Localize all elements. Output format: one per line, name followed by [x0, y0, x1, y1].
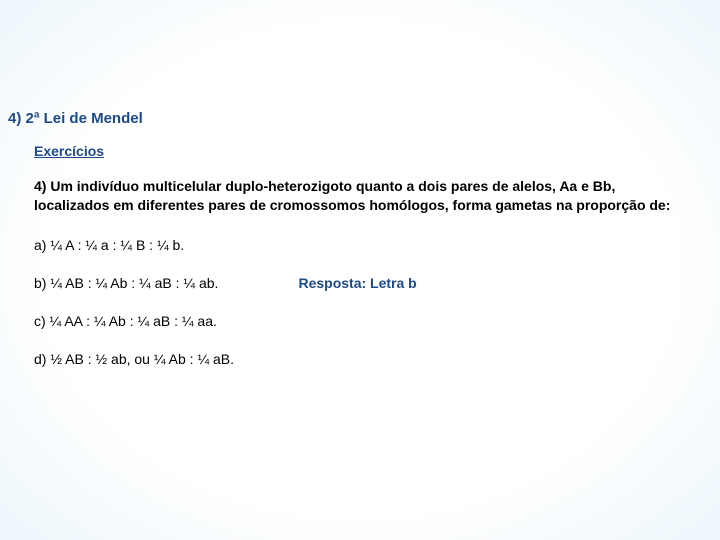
- option-a: a) ¼ A : ¼ a : ¼ B : ¼ b.: [34, 237, 184, 253]
- option-c: c) ¼ AA : ¼ Ab : ¼ aB : ¼ aa.: [34, 313, 217, 329]
- option-b: b) ¼ AB : ¼ Ab : ¼ aB : ¼ ab.: [34, 275, 218, 291]
- option-row: d) ½ AB : ½ ab, ou ¼ Ab : ¼ aB.: [34, 351, 690, 367]
- option-row: b) ¼ AB : ¼ Ab : ¼ aB : ¼ ab. Resposta: …: [34, 275, 690, 291]
- question-text: 4) Um indivíduo multicelular duplo-heter…: [34, 177, 680, 215]
- slide-subtitle: Exercícios: [34, 143, 690, 159]
- option-row: c) ¼ AA : ¼ Ab : ¼ aB : ¼ aa.: [34, 313, 690, 329]
- options-block: a) ¼ A : ¼ a : ¼ B : ¼ b. b) ¼ AB : ¼ Ab…: [34, 237, 690, 367]
- slide-content: 4) 2ª Lei de Mendel Exercícios 4) Um ind…: [0, 0, 720, 367]
- answer-label: Resposta: Letra b: [298, 275, 416, 291]
- slide-title: 4) 2ª Lei de Mendel: [8, 110, 690, 127]
- option-d: d) ½ AB : ½ ab, ou ¼ Ab : ¼ aB.: [34, 351, 234, 367]
- option-row: a) ¼ A : ¼ a : ¼ B : ¼ b.: [34, 237, 690, 253]
